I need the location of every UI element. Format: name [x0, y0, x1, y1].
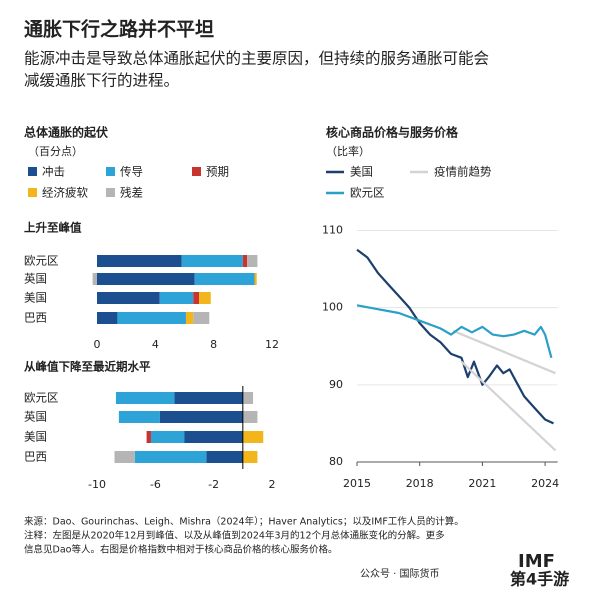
bar	[199, 292, 211, 304]
footnote: 信息见Dao等人。右图是价格指数中相对于核心商品价格的核心服务价格。	[24, 544, 337, 556]
x-tick-label: 2018	[406, 477, 434, 490]
bar	[118, 411, 160, 423]
x-tick-label: 2021	[468, 477, 496, 490]
legend-label: 经济疲软	[42, 186, 88, 200]
bar	[184, 431, 243, 443]
legend-label: 预期	[206, 165, 229, 179]
legend-swatch	[106, 167, 115, 176]
bar	[159, 292, 194, 304]
bar	[242, 255, 248, 267]
legend-swatch	[192, 167, 201, 176]
chart-subtitle: （百分点）	[28, 145, 83, 158]
badge: 第4手游	[510, 570, 569, 589]
bar	[193, 292, 200, 304]
panel-title: 上升至峰值	[24, 221, 82, 235]
bar	[193, 312, 210, 324]
bar	[97, 255, 182, 267]
legend-swatch	[28, 188, 37, 197]
category-label: 欧元区	[24, 254, 59, 268]
bar	[150, 431, 185, 443]
y-tick-label: 100	[322, 301, 343, 314]
watermark: 公众号 · 国际货币	[360, 567, 440, 580]
bar	[92, 273, 97, 285]
category-label: 英国	[24, 272, 47, 286]
line	[452, 329, 557, 452]
bar	[114, 451, 135, 463]
chart-subtitle: （比率）	[326, 144, 370, 158]
category-label: 巴西	[24, 311, 47, 325]
line	[356, 304, 553, 359]
y-tick-label: 90	[329, 378, 343, 391]
footnote: 注释：左图是从2020年12月到峰值、以及从峰值到2024年3月的12个月总体通…	[24, 530, 445, 542]
legend-label: 欧元区	[350, 186, 385, 200]
chart-title: 核心商品价格与服务价格	[326, 125, 459, 140]
bar	[174, 392, 243, 404]
bar	[97, 292, 160, 304]
legend-swatch	[28, 167, 37, 176]
bar	[185, 312, 194, 324]
bar	[146, 431, 151, 443]
x-tick-label: -6	[150, 478, 161, 491]
logo: IMF	[518, 551, 555, 572]
y-tick-label: 110	[322, 223, 343, 236]
bar	[194, 273, 255, 285]
legend-label: 残差	[120, 186, 143, 200]
bar	[242, 411, 258, 423]
x-tick-label: 2024	[531, 477, 559, 490]
line	[356, 248, 554, 425]
x-tick-label: -2	[208, 478, 219, 491]
bar	[134, 451, 207, 463]
bar	[115, 392, 175, 404]
subtitle: 减缓通胀下行的进程。	[24, 72, 179, 90]
x-tick-label: 12	[265, 338, 279, 351]
x-tick-label: 4	[152, 338, 159, 351]
panel-title: 从峰值下降至最近期水平	[24, 360, 151, 374]
bar	[242, 451, 258, 463]
category-label: 巴西	[24, 450, 47, 464]
category-label: 英国	[24, 410, 47, 424]
legend-label: 冲击	[42, 165, 65, 179]
bar	[247, 255, 258, 267]
footnote: 来源：Dao、Gourinchas、Leigh、Mishra（2024年）；Ha…	[24, 516, 464, 528]
category-label: 美国	[24, 291, 47, 305]
x-tick-label: 2	[269, 478, 276, 491]
bar	[254, 273, 257, 285]
legend-swatch	[106, 188, 115, 197]
title: 通胀下行之路并不平坦	[24, 18, 214, 41]
x-tick-label: -10	[88, 478, 106, 491]
bar	[242, 431, 264, 443]
legend-label: 传导	[120, 165, 143, 179]
legend-label: 疫情前趋势	[434, 165, 492, 179]
category-label: 美国	[24, 430, 47, 444]
x-tick-label: 2015	[343, 477, 371, 490]
bar	[206, 451, 243, 463]
chart-title: 总体通胀的起伏	[24, 125, 108, 140]
x-tick-label: 0	[94, 338, 101, 351]
y-tick-label: 80	[329, 455, 343, 468]
bar	[159, 411, 243, 423]
bar	[97, 312, 118, 324]
subtitle: 能源冲击是导致总体通胀起伏的主要原因，但持续的服务通胀可能会	[24, 50, 489, 68]
bar	[97, 273, 195, 285]
category-label: 欧元区	[24, 391, 59, 405]
legend-label: 美国	[350, 165, 373, 179]
bar	[181, 255, 243, 267]
x-tick-label: 8	[210, 338, 217, 351]
bar	[117, 312, 186, 324]
bar	[242, 392, 254, 404]
